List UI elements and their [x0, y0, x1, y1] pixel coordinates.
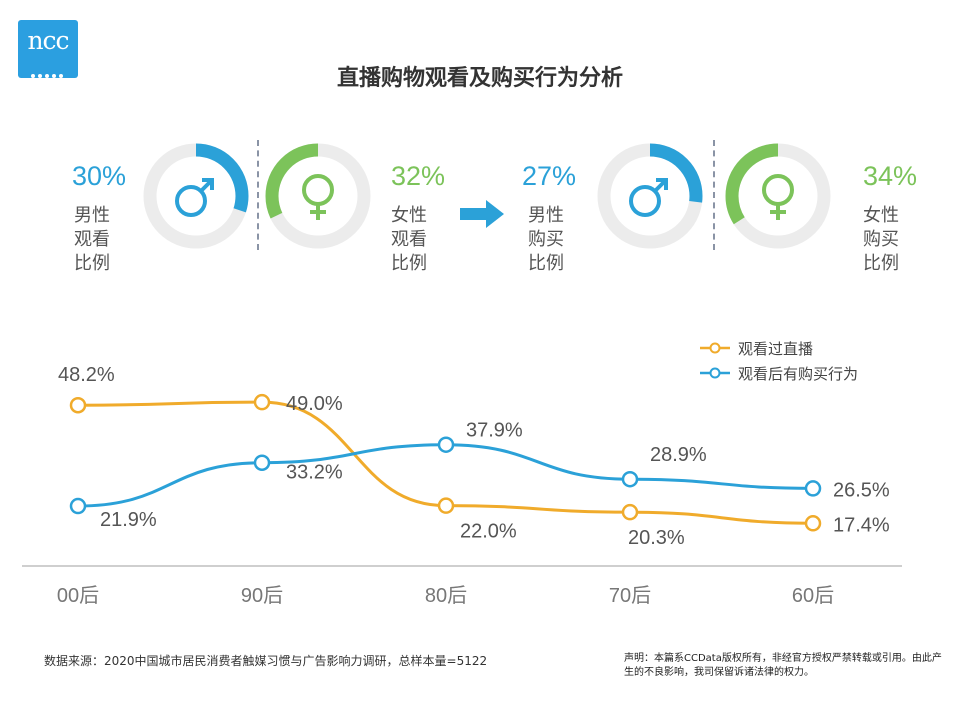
male-buy-arc	[597, 143, 703, 249]
x-tick-label: 60后	[792, 584, 834, 607]
legend-marker	[709, 342, 721, 354]
female-buy-label: 女性 购买 比例	[863, 205, 899, 274]
data-point	[253, 393, 271, 411]
data-label: 17.4%	[833, 514, 890, 536]
male-view-label: 男性 观看 比例	[74, 205, 110, 274]
legend-label: 观看过直播	[738, 341, 813, 358]
x-tick-label: 90后	[241, 584, 283, 607]
male-buy-pct: 27%	[522, 161, 577, 191]
female-buy-pct: 34%	[863, 161, 918, 191]
data-label: 22.0%	[460, 521, 517, 543]
data-label: 37.9%	[466, 420, 523, 442]
data-label: 28.9%	[650, 444, 707, 466]
female-view-pct: 32%	[391, 161, 446, 191]
male-icon	[629, 178, 668, 217]
data-point	[804, 515, 822, 532]
female-icon	[762, 174, 794, 220]
legend-marker	[709, 367, 721, 379]
data-label: 20.3%	[628, 527, 685, 549]
data-point	[253, 454, 271, 471]
legend-label: 观看后有购买行为	[738, 366, 858, 383]
male-view-pct: 30%	[72, 161, 127, 191]
female-view-label: 女性 观看 比例	[391, 205, 427, 274]
male-buy-donut	[597, 143, 703, 249]
female-icon	[302, 174, 334, 220]
female-buy-donut	[725, 143, 831, 249]
male-view-arc	[143, 143, 249, 249]
data-point	[804, 480, 822, 497]
arrow-right-icon	[460, 200, 504, 228]
disclaimer: 声明：本篇系CCData版权所有，非经官方授权严禁转载或引用。由此产生的不良影响…	[624, 653, 942, 678]
male-view-donut	[143, 143, 249, 249]
data-point	[621, 470, 639, 488]
male-icon	[175, 178, 214, 217]
divider	[713, 140, 715, 250]
female-view-donut	[265, 143, 371, 249]
data-label: 33.2%	[286, 462, 343, 484]
data-point	[69, 396, 87, 414]
data-label: 26.5%	[833, 479, 890, 501]
female-buy-arc	[725, 143, 831, 249]
x-tick-label: 80后	[425, 584, 467, 607]
line-chart: 48.2% 49.0% 22.0% 20.3% 17.4% 21.9% 33.2% 37.9%…	[22, 341, 902, 607]
female-view-arc	[265, 143, 371, 249]
male-buy-label: 男性 购买 比例	[528, 205, 564, 274]
page-title: 直播购物观看及购买行为分析	[336, 66, 623, 91]
data-point	[437, 497, 455, 514]
logo-dots	[31, 63, 66, 82]
data-label: 49.0%	[286, 393, 343, 415]
data-point	[621, 503, 639, 521]
logo-text: ncc	[27, 26, 69, 55]
data-label: 48.2%	[58, 364, 115, 386]
data-label: 21.9%	[100, 509, 157, 531]
x-tick-label: 70后	[609, 584, 651, 607]
ncc-logo: ncc	[18, 20, 78, 78]
data-point	[69, 497, 87, 515]
data-source: 数据来源：2020中国城市居民消费者触媒习惯与广告影响力调研，总样本量=5122	[44, 654, 488, 668]
data-point	[437, 436, 455, 453]
x-tick-label: 00后	[57, 584, 99, 607]
divider	[257, 140, 259, 250]
